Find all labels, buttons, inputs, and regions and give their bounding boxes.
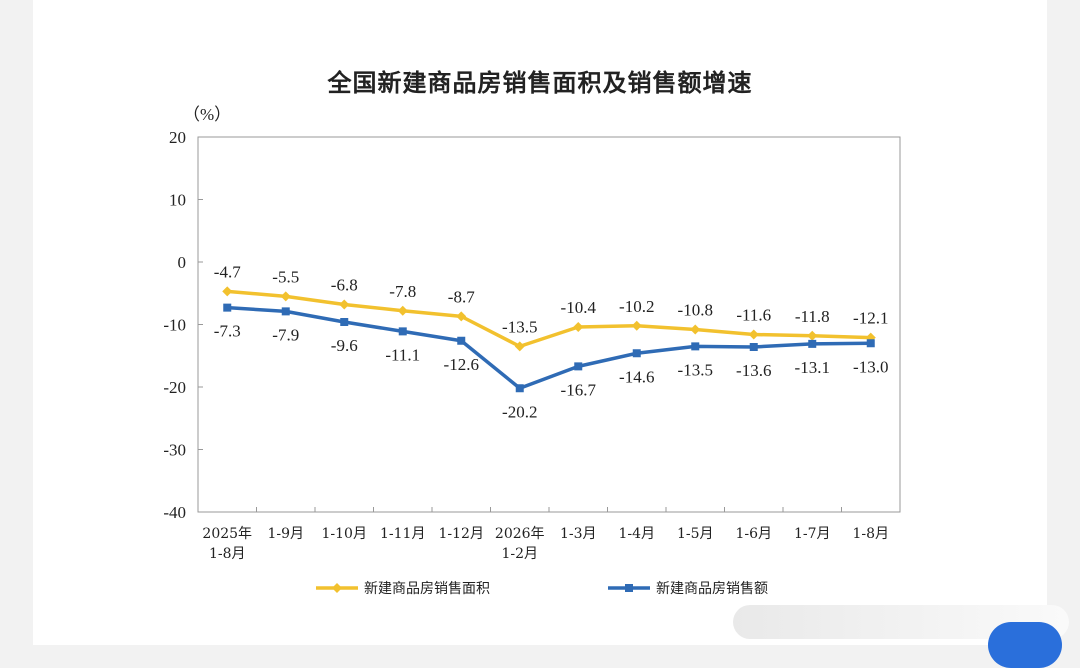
data-point-marker [397, 305, 408, 316]
data-point-marker [574, 362, 583, 371]
data-label: -11.6 [736, 306, 771, 325]
x-tick-label: 1-8月 [209, 546, 246, 562]
data-label: -7.3 [214, 322, 241, 341]
data-point-marker [631, 320, 642, 331]
y-tick-label: -20 [163, 378, 186, 397]
legend-swatch-marker [625, 584, 633, 592]
data-label: -20.2 [502, 402, 537, 421]
data-label: -6.8 [331, 276, 358, 295]
x-tick-label: 1-3月 [560, 526, 597, 542]
data-point-marker [866, 339, 875, 348]
x-tick-label: 1-6月 [735, 526, 772, 542]
data-point-marker [690, 324, 701, 335]
chart-title: 全国新建商品房销售面积及销售额增速 [327, 69, 753, 97]
y-tick-label: -40 [163, 503, 186, 522]
data-point-marker [808, 339, 817, 348]
data-point-marker [807, 330, 818, 341]
data-point-marker [514, 341, 525, 352]
data-label: -11.1 [385, 345, 420, 364]
data-labels: -4.7 -5.5 -6.8 -7.8 -8.7 -13.5 -10.4 -10.2 -10.8… [214, 262, 889, 421]
series-line-1 [227, 289, 871, 349]
x-tick-label: 1-11月 [380, 526, 425, 542]
data-label: -8.7 [448, 287, 475, 306]
floating-action-button[interactable] [988, 622, 1062, 668]
data-point-marker [340, 318, 349, 326]
data-point-marker [691, 342, 700, 351]
data-label: -13.0 [853, 357, 888, 376]
data-label: -11.8 [795, 307, 830, 326]
legend-swatch-marker [332, 583, 342, 593]
data-label: -14.6 [619, 367, 654, 386]
y-tick-label: 20 [169, 128, 186, 147]
x-tick-label: 1-10月 [322, 526, 367, 542]
data-point-marker [223, 303, 232, 312]
y-axis-unit-label: （%） [183, 105, 231, 124]
series-markers [222, 286, 876, 393]
data-point-marker [573, 322, 584, 332]
data-label: -13.6 [736, 361, 771, 380]
data-label: -5.5 [272, 267, 299, 286]
data-label: -10.8 [678, 301, 713, 320]
data-label: -10.4 [561, 298, 597, 317]
x-tick-label: 2026年 [495, 526, 545, 542]
data-point-marker [748, 329, 759, 340]
x-tick-label: 1-7月 [794, 526, 831, 542]
data-label: -12.6 [444, 355, 479, 374]
legend: 新建商品房销售面积 新建商品房销售额 [316, 581, 768, 597]
y-tick-label: -10 [163, 316, 186, 335]
data-label: -9.6 [331, 336, 358, 355]
data-point-marker [222, 286, 233, 297]
data-point-marker [457, 336, 466, 345]
y-tick-label: -30 [163, 441, 186, 460]
legend-label: 新建商品房销售面积 [364, 581, 490, 597]
data-point-marker [281, 307, 290, 316]
data-label: -7.8 [389, 282, 416, 301]
chart-card [33, 0, 1047, 645]
data-label: -12.1 [853, 309, 888, 328]
y-tick-label: 10 [169, 191, 186, 210]
data-label: -13.5 [502, 317, 537, 336]
x-tick-label: 1-8月 [852, 526, 889, 542]
data-point-marker [515, 384, 524, 393]
series-lines [227, 289, 871, 390]
y-tick-label: 0 [178, 253, 187, 272]
data-label: -16.7 [561, 380, 597, 399]
data-point-marker [749, 343, 758, 351]
data-point-marker [398, 327, 407, 336]
legend-label: 新建商品房销售额 [656, 581, 768, 597]
data-label: -13.5 [678, 360, 713, 379]
data-point-marker [339, 299, 350, 310]
data-point-marker [456, 311, 467, 322]
x-axis-ticks: 2025年 1-8月 1-9月 1-10月 1-11月 1-12月 2026年 1-2月 1-3… [202, 507, 889, 562]
data-label: -7.9 [272, 325, 299, 344]
data-point-marker [280, 291, 291, 302]
x-tick-label: 1-9月 [267, 526, 304, 542]
x-tick-label: 2025年 [202, 526, 252, 542]
x-tick-label: 1-2月 [501, 546, 538, 562]
data-label: -10.2 [619, 297, 654, 316]
x-tick-label: 1-4月 [618, 526, 655, 542]
series-line-2 [227, 305, 871, 390]
data-point-marker [632, 349, 641, 358]
data-label: -4.7 [214, 262, 241, 281]
y-axis-ticks: 20 10 0 -10 -20 -30 -40 [163, 128, 203, 522]
x-tick-label: 1-12月 [439, 526, 484, 542]
chart-svg: （%） 20 10 0 -10 -20 -30 -40 2025年 1-8月 1-9月 1-10月… [163, 105, 901, 597]
x-tick-label: 1-5月 [677, 526, 714, 542]
data-label: -13.1 [795, 358, 830, 377]
